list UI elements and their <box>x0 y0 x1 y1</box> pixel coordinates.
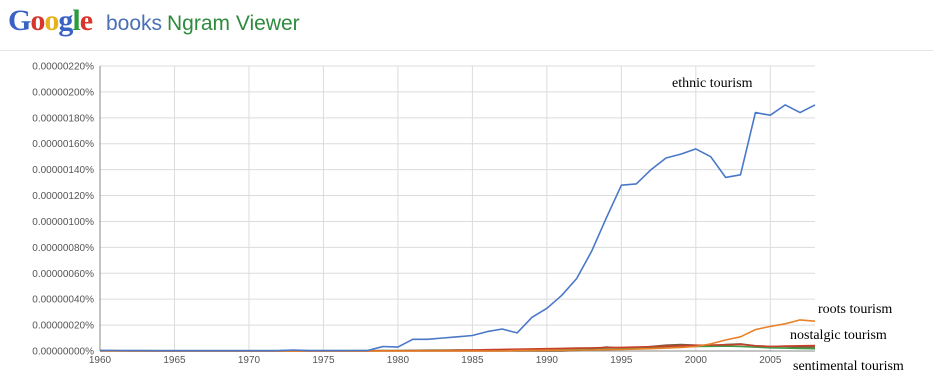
y-tick-label: 0.00000080% <box>32 243 94 254</box>
y-tick-label: 0.00000060% <box>32 269 94 280</box>
series-annotation: ethnic tourism <box>672 76 753 91</box>
x-tick-label: 1990 <box>536 355 559 366</box>
series-line-ethnic-tourism <box>99 104 816 352</box>
y-tick-label: 0.00000140% <box>32 165 94 176</box>
x-tick-label: 1985 <box>461 355 484 366</box>
x-tick-label: 2000 <box>685 355 708 366</box>
page-header: Google books Ngram Viewer <box>0 0 933 51</box>
x-tick-label: 1995 <box>610 355 633 366</box>
x-tick-label: 2005 <box>759 355 782 366</box>
x-tick-label: 1980 <box>387 355 410 366</box>
google-logo[interactable]: Google <box>8 4 93 38</box>
y-tick-label: 0.00000220% <box>32 62 94 73</box>
x-tick-label: 1975 <box>312 355 335 366</box>
x-tick-label: 1965 <box>163 355 186 366</box>
y-tick-label: 0.00000020% <box>32 321 94 332</box>
logo-letter: o <box>44 4 59 37</box>
books-label: books <box>106 12 163 35</box>
series-annotation: roots tourism <box>818 302 892 317</box>
logo-letter: G <box>8 4 31 37</box>
y-tick-label: 0.00000180% <box>32 113 94 124</box>
x-tick-label: 1970 <box>238 355 261 366</box>
logo-letter: g <box>58 4 73 37</box>
y-tick-label: 0.00000200% <box>32 87 94 98</box>
ngram-chart: 0.00000000% 0.00000020% 0.00000040% 0.00000… <box>32 62 904 371</box>
y-tick-label: 0.00000120% <box>32 191 94 202</box>
y-tick-label: 0.00000160% <box>32 139 94 150</box>
logo-letter: o <box>30 4 45 37</box>
logo-letter: e <box>79 4 93 37</box>
series-annotation: sentimental tourism <box>793 359 904 371</box>
x-tick-label: 1960 <box>89 355 112 366</box>
y-tick-label: 0.00000040% <box>32 295 94 306</box>
series-annotation: nostalgic tourism <box>790 328 887 343</box>
y-tick-label: 0.00000100% <box>32 217 94 228</box>
ngram-viewer-title: Ngram Viewer <box>167 12 300 35</box>
y-tick-label: 0.00000000% <box>32 347 94 358</box>
logo-letter: l <box>72 4 80 37</box>
